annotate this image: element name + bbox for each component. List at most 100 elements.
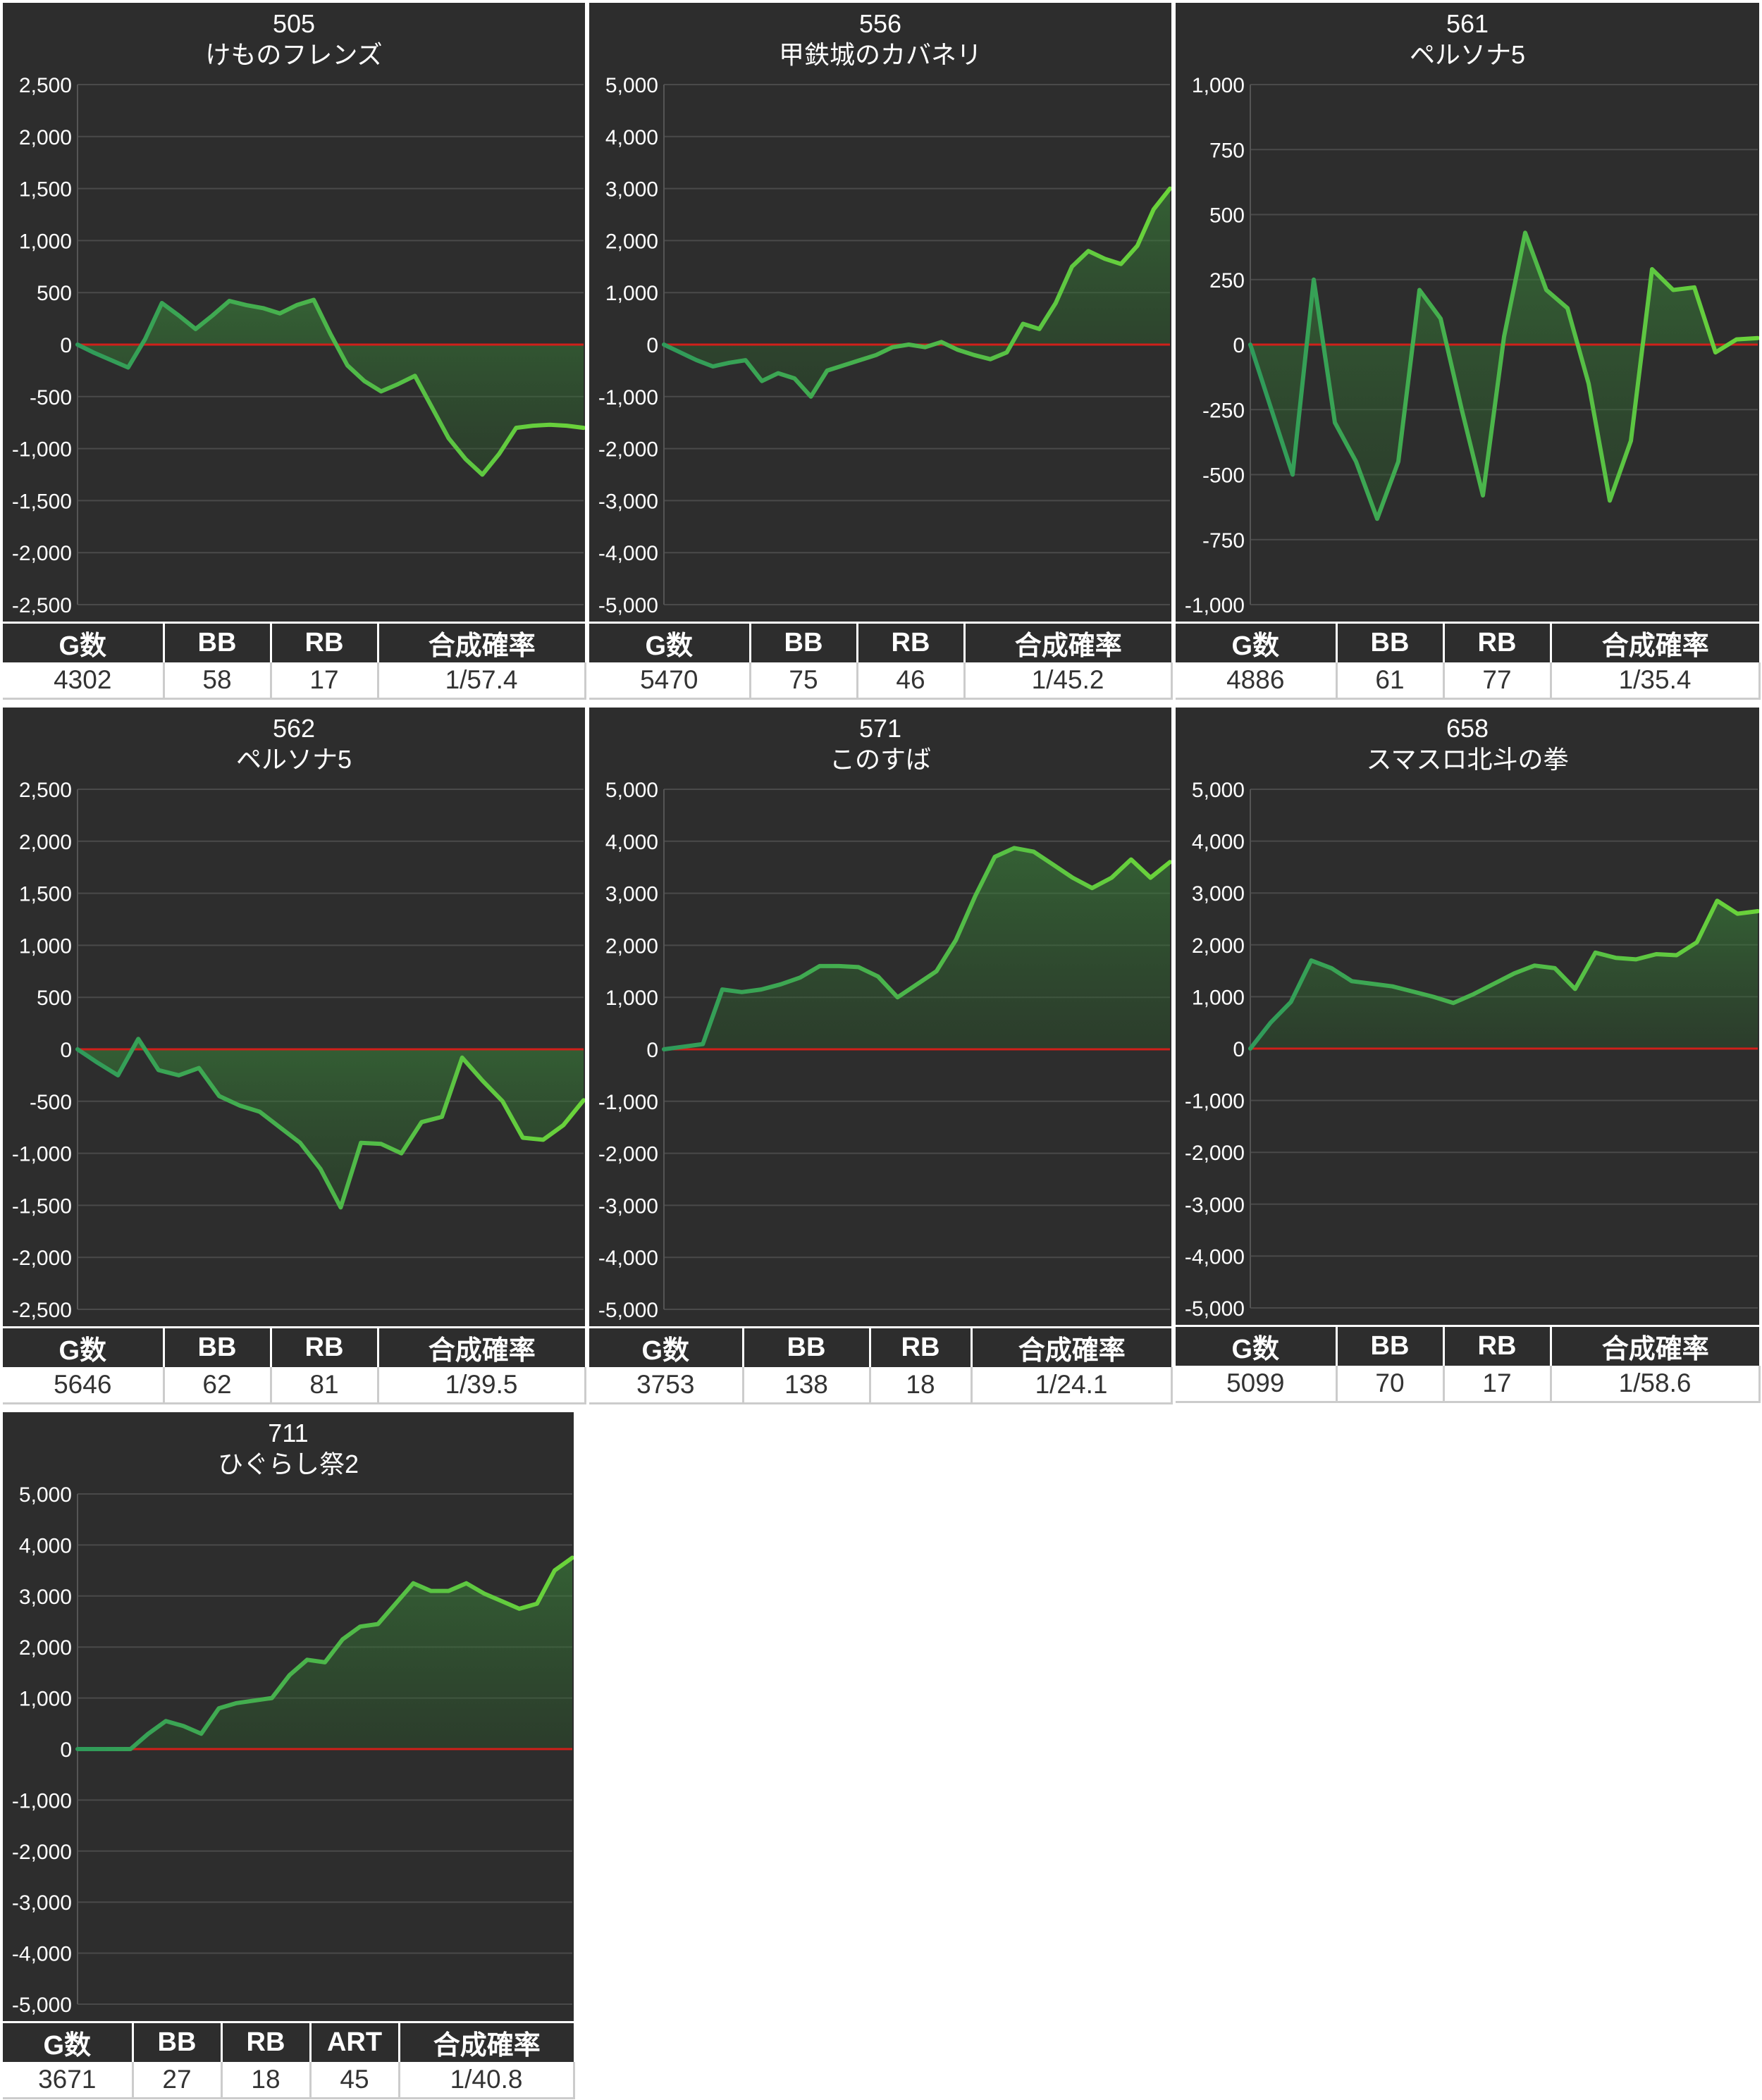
stats-value-row: 3671 27 18 45 1/40.8: [3, 2062, 575, 2099]
stats-header: BB: [750, 622, 858, 662]
y-tick-label: 0: [1233, 334, 1245, 357]
chart-panel-561: 1,000 750 500 250 0 -250 -500 -750 -1,000 561 ペル…: [1176, 3, 1759, 622]
stats-value: 5099: [1176, 1366, 1338, 1403]
stats-value-row: 4886 61 77 1/35.4: [1176, 662, 1761, 700]
chart-panel-571: 5,000 4,000 3,000 2,000 1,000 0 -1,000 -2,000 -3…: [589, 708, 1171, 1326]
y-tick-label: 250: [1209, 269, 1245, 292]
chart-panel-658: 5,000 4,000 3,000 2,000 1,000 0 -1,000 -2,000 -3…: [1176, 708, 1759, 1325]
series-line: [1248, 230, 1759, 521]
chart-svg: 5,000 4,000 3,000 2,000 1,000 0 -1,000 -2,000 -3…: [12, 1483, 574, 2017]
stats-value: 1/45.2: [964, 662, 1173, 700]
stats-header: 合成確率: [964, 622, 1171, 662]
series-area: [664, 848, 1170, 1049]
y-tick-label: -1,000: [598, 386, 658, 409]
stats-header-row: G数 BB RB 合成確率: [1176, 1325, 1759, 1366]
y-tick-label: 5,000: [1192, 779, 1245, 802]
y-tick-label: 4,000: [1192, 831, 1245, 854]
stats-value: 77: [1443, 662, 1552, 700]
y-tick-label: -1,000: [12, 1789, 72, 1812]
chart-panel-556: 5,000 4,000 3,000 2,000 1,000 0 -1,000 -2,000 -3…: [589, 3, 1171, 622]
stats-header: BB: [1336, 622, 1445, 662]
stats-value: 61: [1336, 662, 1445, 700]
stats-header: BB: [164, 622, 272, 662]
series-area: [78, 1039, 584, 1208]
y-tick-label: 3,000: [605, 883, 658, 906]
stats-header: 合成確率: [399, 2021, 574, 2062]
y-tick-label: 1,000: [605, 987, 658, 1010]
stats-value: 62: [164, 1367, 272, 1404]
y-tick-label: 1,500: [19, 883, 72, 906]
chart-svg: 5,000 4,000 3,000 2,000 1,000 0 -1,000 -2,000 -3…: [598, 74, 1171, 617]
stats-table-658: G数 BB RB 合成確率 5099 70 17 1/58.6: [1176, 1325, 1761, 1403]
series-line: [75, 297, 585, 477]
stats-header: G数: [3, 2021, 134, 2062]
stats-header: 合成確率: [971, 1326, 1171, 1367]
stats-value: 1/57.4: [378, 662, 586, 700]
stats-header-row: G数 BB RB 合成確率: [589, 1326, 1171, 1367]
chart-panel-562: 2,500 2,000 1,500 1,000 500 0 -500 -1,000 -1,500…: [3, 708, 585, 1326]
y-tick-label: -3,000: [12, 1891, 72, 1915]
stats-table-571: G数 BB RB 合成確率 3753 138 18 1/24.1: [589, 1326, 1173, 1404]
chart-machine-number: 556: [858, 9, 902, 38]
chart-machine-number: 571: [858, 714, 902, 743]
y-tick-label: 1,500: [19, 178, 72, 202]
stats-value: 4886: [1176, 662, 1338, 700]
y-tick-label: 0: [646, 1039, 658, 1062]
stats-header: ART: [310, 2021, 400, 2062]
y-tick-label: 0: [60, 1039, 72, 1062]
stats-header-row: G数 BB RB 合成確率: [589, 622, 1171, 662]
y-tick-label: 500: [37, 987, 72, 1010]
chart-machine-name: このすば: [829, 745, 931, 774]
chart-panel-711: 5,000 4,000 3,000 2,000 1,000 0 -1,000 -2,000 -3…: [3, 1412, 574, 2021]
y-tick-label: -4,000: [598, 1247, 658, 1270]
stats-header: G数: [589, 622, 751, 662]
y-tick-label: -4,000: [12, 1943, 72, 1966]
y-tick-label: -500: [30, 386, 72, 409]
stats-header: 合成確率: [378, 622, 585, 662]
y-tick-label: 4,000: [19, 1534, 72, 1557]
y-tick-label: 0: [1233, 1038, 1245, 1061]
stats-header: RB: [221, 2021, 312, 2062]
stats-value: 5646: [3, 1367, 165, 1404]
y-tick-label: -4,000: [1185, 1245, 1245, 1268]
series-line: [1248, 898, 1759, 1051]
y-tick-label: -3,000: [1185, 1194, 1245, 1217]
y-tick-label: -1,000: [1185, 1090, 1245, 1113]
y-tick-label: 1,000: [605, 282, 658, 305]
stats-value-row: 5470 75 46 1/45.2: [589, 662, 1173, 700]
stats-header: G数: [1176, 622, 1338, 662]
stats-header: RB: [271, 1326, 379, 1367]
y-tick-label: -2,000: [12, 1247, 72, 1270]
stats-value: 4302: [3, 662, 165, 700]
stats-header: G数: [3, 622, 165, 662]
y-tick-label: 0: [646, 334, 658, 357]
series-area: [1250, 233, 1758, 519]
y-tick-label: 1,000: [19, 230, 72, 253]
chart-machine-name: ひぐらし祭2: [217, 1450, 359, 1478]
stats-table-505: G数 BB RB 合成確率 4302 58 17 1/57.4: [3, 622, 586, 700]
y-tick-label: 1,000: [19, 934, 72, 958]
stats-header: 合成確率: [378, 1326, 585, 1367]
stats-value: 1/39.5: [378, 1367, 586, 1404]
y-tick-label: -5,000: [598, 594, 658, 617]
y-tick-label: -250: [1202, 399, 1245, 422]
stats-header: G数: [3, 1326, 165, 1367]
stats-value: 75: [750, 662, 858, 700]
stats-header: BB: [133, 2021, 223, 2062]
stats-header: 合成確率: [1551, 622, 1759, 662]
y-tick-label: -3,000: [598, 490, 658, 513]
y-tick-label: 5,000: [605, 779, 658, 802]
stats-header: BB: [164, 1326, 272, 1367]
y-tick-label: -2,000: [1185, 1142, 1245, 1165]
y-tick-label: -2,500: [12, 594, 72, 617]
y-tick-label: 2,500: [19, 779, 72, 802]
stats-value: 18: [221, 2062, 312, 2099]
stats-header: BB: [1336, 1325, 1445, 1366]
y-tick-label: -1,000: [598, 1091, 658, 1114]
chart-svg: 5,000 4,000 3,000 2,000 1,000 0 -1,000 -2,000 -3…: [1185, 779, 1759, 1321]
y-tick-label: 2,000: [605, 230, 658, 253]
stats-value: 17: [271, 662, 379, 700]
series-line: [662, 186, 1171, 399]
y-tick-label: 3,000: [19, 1586, 72, 1609]
chart-svg: 1,000 750 500 250 0 -250 -500 -750 -1,000: [1185, 74, 1759, 617]
